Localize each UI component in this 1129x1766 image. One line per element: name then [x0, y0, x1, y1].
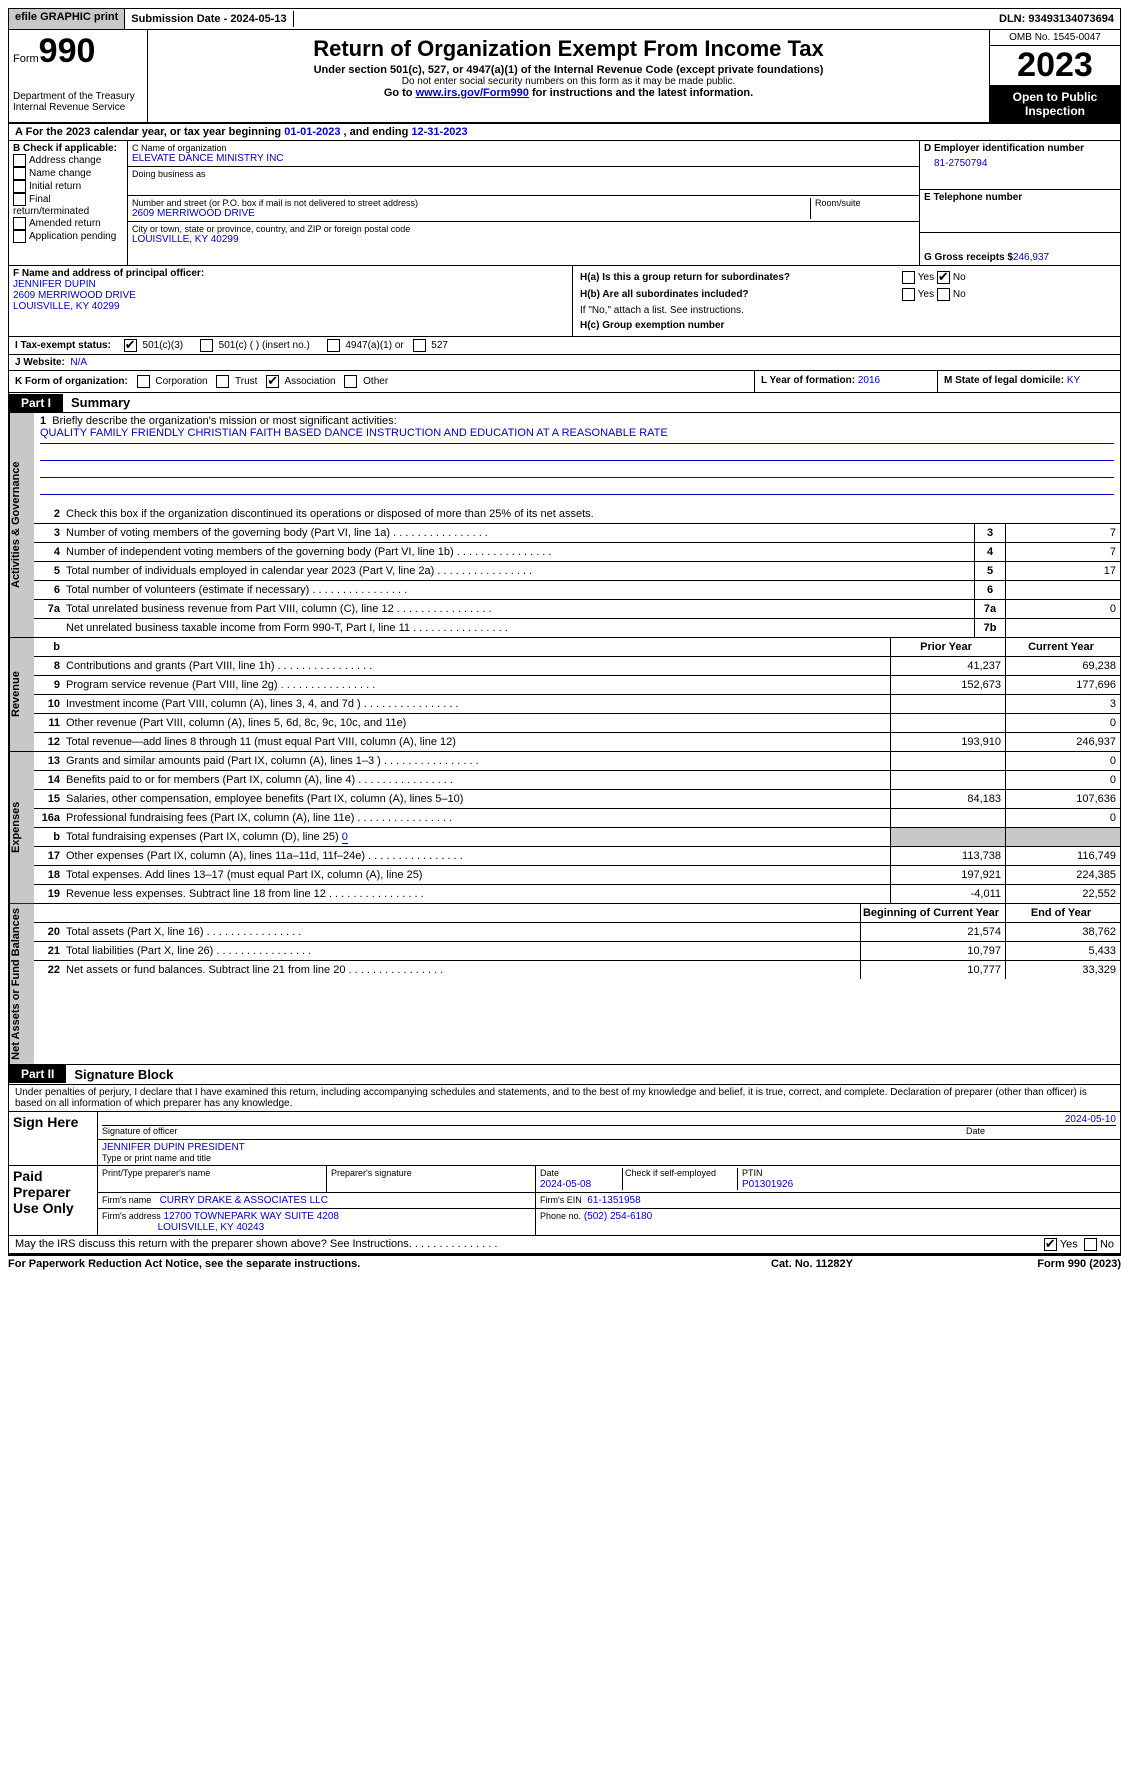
discuss-row: May the IRS discuss this return with the…: [8, 1236, 1121, 1254]
cb-501c[interactable]: [200, 339, 213, 352]
top-bar: efile GRAPHIC print Submission Date - 20…: [8, 8, 1121, 30]
dln: DLN: 93493134073694: [993, 11, 1120, 27]
gross-label: G Gross receipts $: [924, 252, 1013, 263]
cb-application-pending[interactable]: [13, 230, 26, 243]
cb-ha-yes[interactable]: [902, 271, 915, 284]
cb-discuss-no[interactable]: [1084, 1238, 1097, 1251]
header-left: Form990 Department of the Treasury Inter…: [9, 30, 148, 122]
vtab-revenue: Revenue: [9, 638, 34, 751]
paid-preparer-label: Paid Preparer Use Only: [9, 1165, 98, 1235]
cb-discuss-yes[interactable]: [1044, 1238, 1057, 1251]
cb-amended-return[interactable]: [13, 217, 26, 230]
part2-label: Part II: [9, 1065, 66, 1083]
cb-initial-return[interactable]: [13, 180, 26, 193]
cb-corp[interactable]: [137, 375, 150, 388]
col-b-checkboxes: B Check if applicable: Address change Na…: [9, 141, 128, 265]
officer-name: JENNIFER DUPIN PRESIDENT: [102, 1142, 1116, 1153]
row-a-tax-year: A For the 2023 calendar year, or tax yea…: [8, 124, 1121, 141]
part1-label: Part I: [9, 394, 63, 412]
phone-label: E Telephone number: [924, 192, 1116, 203]
part2-title: Signature Block: [66, 1065, 181, 1084]
expenses-section: Expenses 13Grants and similar amounts pa…: [8, 752, 1121, 904]
vtab-net-assets: Net Assets or Fund Balances: [9, 904, 34, 1064]
part1-header: Part I Summary: [8, 393, 1121, 413]
row-ij: I Tax-exempt status: 501(c)(3) 501(c) ( …: [8, 337, 1121, 371]
sign-here-label: Sign Here: [9, 1111, 98, 1165]
form-subtitle-1: Under section 501(c), 527, or 4947(a)(1)…: [152, 64, 985, 76]
row-fgh: F Name and address of principal officer:…: [8, 266, 1121, 337]
cb-trust[interactable]: [216, 375, 229, 388]
city-value: LOUISVILLE, KY 40299: [132, 234, 915, 245]
cb-assoc[interactable]: [266, 375, 279, 388]
col-d: D Employer identification number 81-2750…: [919, 141, 1120, 265]
activities-governance: Activities & Governance 1 Briefly descri…: [8, 413, 1121, 638]
cb-name-change[interactable]: [13, 167, 26, 180]
col-b-label: B Check if applicable:: [13, 143, 123, 154]
org-name: ELEVATE DANCE MINISTRY INC: [132, 153, 915, 164]
form-subtitle-2: Do not enter social security numbers on …: [152, 76, 985, 87]
ein-value: 81-2750794: [924, 154, 1116, 169]
col-c: C Name of organization ELEVATE DANCE MIN…: [128, 141, 919, 265]
footer: For Paperwork Reduction Act Notice, see …: [8, 1254, 1121, 1272]
vtab-governance: Activities & Governance: [9, 413, 34, 637]
cb-final-return[interactable]: [13, 193, 26, 206]
org-name-label: C Name of organization: [132, 143, 915, 153]
part2-header: Part II Signature Block: [8, 1065, 1121, 1085]
revenue-section: Revenue bPrior YearCurrent Year 8Contrib…: [8, 638, 1121, 752]
gross-value: 246,937: [1013, 252, 1049, 263]
row-klm: K Form of organization: Corporation Trus…: [8, 371, 1121, 393]
form-number: 990: [39, 32, 96, 70]
efile-print-button[interactable]: efile GRAPHIC print: [9, 9, 125, 29]
mission-label: Briefly describe the organization's miss…: [52, 415, 396, 427]
form-header: Form990 Department of the Treasury Inter…: [8, 30, 1121, 124]
header-mid: Return of Organization Exempt From Incom…: [148, 30, 989, 122]
open-to-public: Open to Public Inspection: [990, 86, 1120, 122]
irs-link[interactable]: www.irs.gov/Form990: [416, 87, 529, 99]
signature-table: Sign Here 2024-05-10 Signature of office…: [8, 1111, 1121, 1236]
net-assets-section: Net Assets or Fund Balances Beginning of…: [8, 904, 1121, 1065]
cb-501c3[interactable]: [124, 339, 137, 352]
cb-other[interactable]: [344, 375, 357, 388]
part1-title: Summary: [63, 393, 138, 412]
submission-date: Submission Date - 2024-05-13: [125, 11, 293, 27]
form-title: Return of Organization Exempt From Incom…: [152, 36, 985, 62]
cat-no: Cat. No. 11282Y: [771, 1258, 971, 1270]
cb-4947[interactable]: [327, 339, 340, 352]
form-subtitle-3: Go to www.irs.gov/Form990 for instructio…: [152, 87, 985, 99]
dept-treasury: Department of the Treasury Internal Reve…: [13, 91, 143, 113]
omb-number: OMB No. 1545-0047: [990, 30, 1120, 46]
street-label: Number and street (or P.O. box if mail i…: [132, 198, 810, 208]
cb-ha-no[interactable]: [937, 271, 950, 284]
perjury-statement: Under penalties of perjury, I declare th…: [8, 1085, 1121, 1111]
ein-label: D Employer identification number: [924, 143, 1116, 154]
paperwork-notice: For Paperwork Reduction Act Notice, see …: [8, 1258, 771, 1270]
principal-officer: F Name and address of principal officer:…: [9, 266, 573, 336]
section-bcd: B Check if applicable: Address change Na…: [8, 141, 1121, 266]
cb-address-change[interactable]: [13, 154, 26, 167]
vtab-expenses: Expenses: [9, 752, 34, 903]
street-value: 2609 MERRIWOOD DRIVE: [132, 208, 810, 219]
mission-text: QUALITY FAMILY FRIENDLY CHRISTIAN FAITH …: [40, 427, 1114, 444]
form-footer: Form 990 (2023): [971, 1258, 1121, 1270]
dba-label: Doing business as: [132, 169, 915, 179]
cb-hb-no[interactable]: [937, 288, 950, 301]
tax-year: 2023: [990, 46, 1120, 86]
form-label: Form: [13, 53, 39, 65]
city-label: City or town, state or province, country…: [132, 224, 915, 234]
header-right: OMB No. 1545-0047 2023 Open to Public In…: [989, 30, 1120, 122]
cb-hb-yes[interactable]: [902, 288, 915, 301]
website-value: N/A: [70, 357, 87, 368]
cb-527[interactable]: [413, 339, 426, 352]
room-label: Room/suite: [815, 198, 915, 208]
group-return: H(a) Is this a group return for subordin…: [573, 266, 1120, 336]
